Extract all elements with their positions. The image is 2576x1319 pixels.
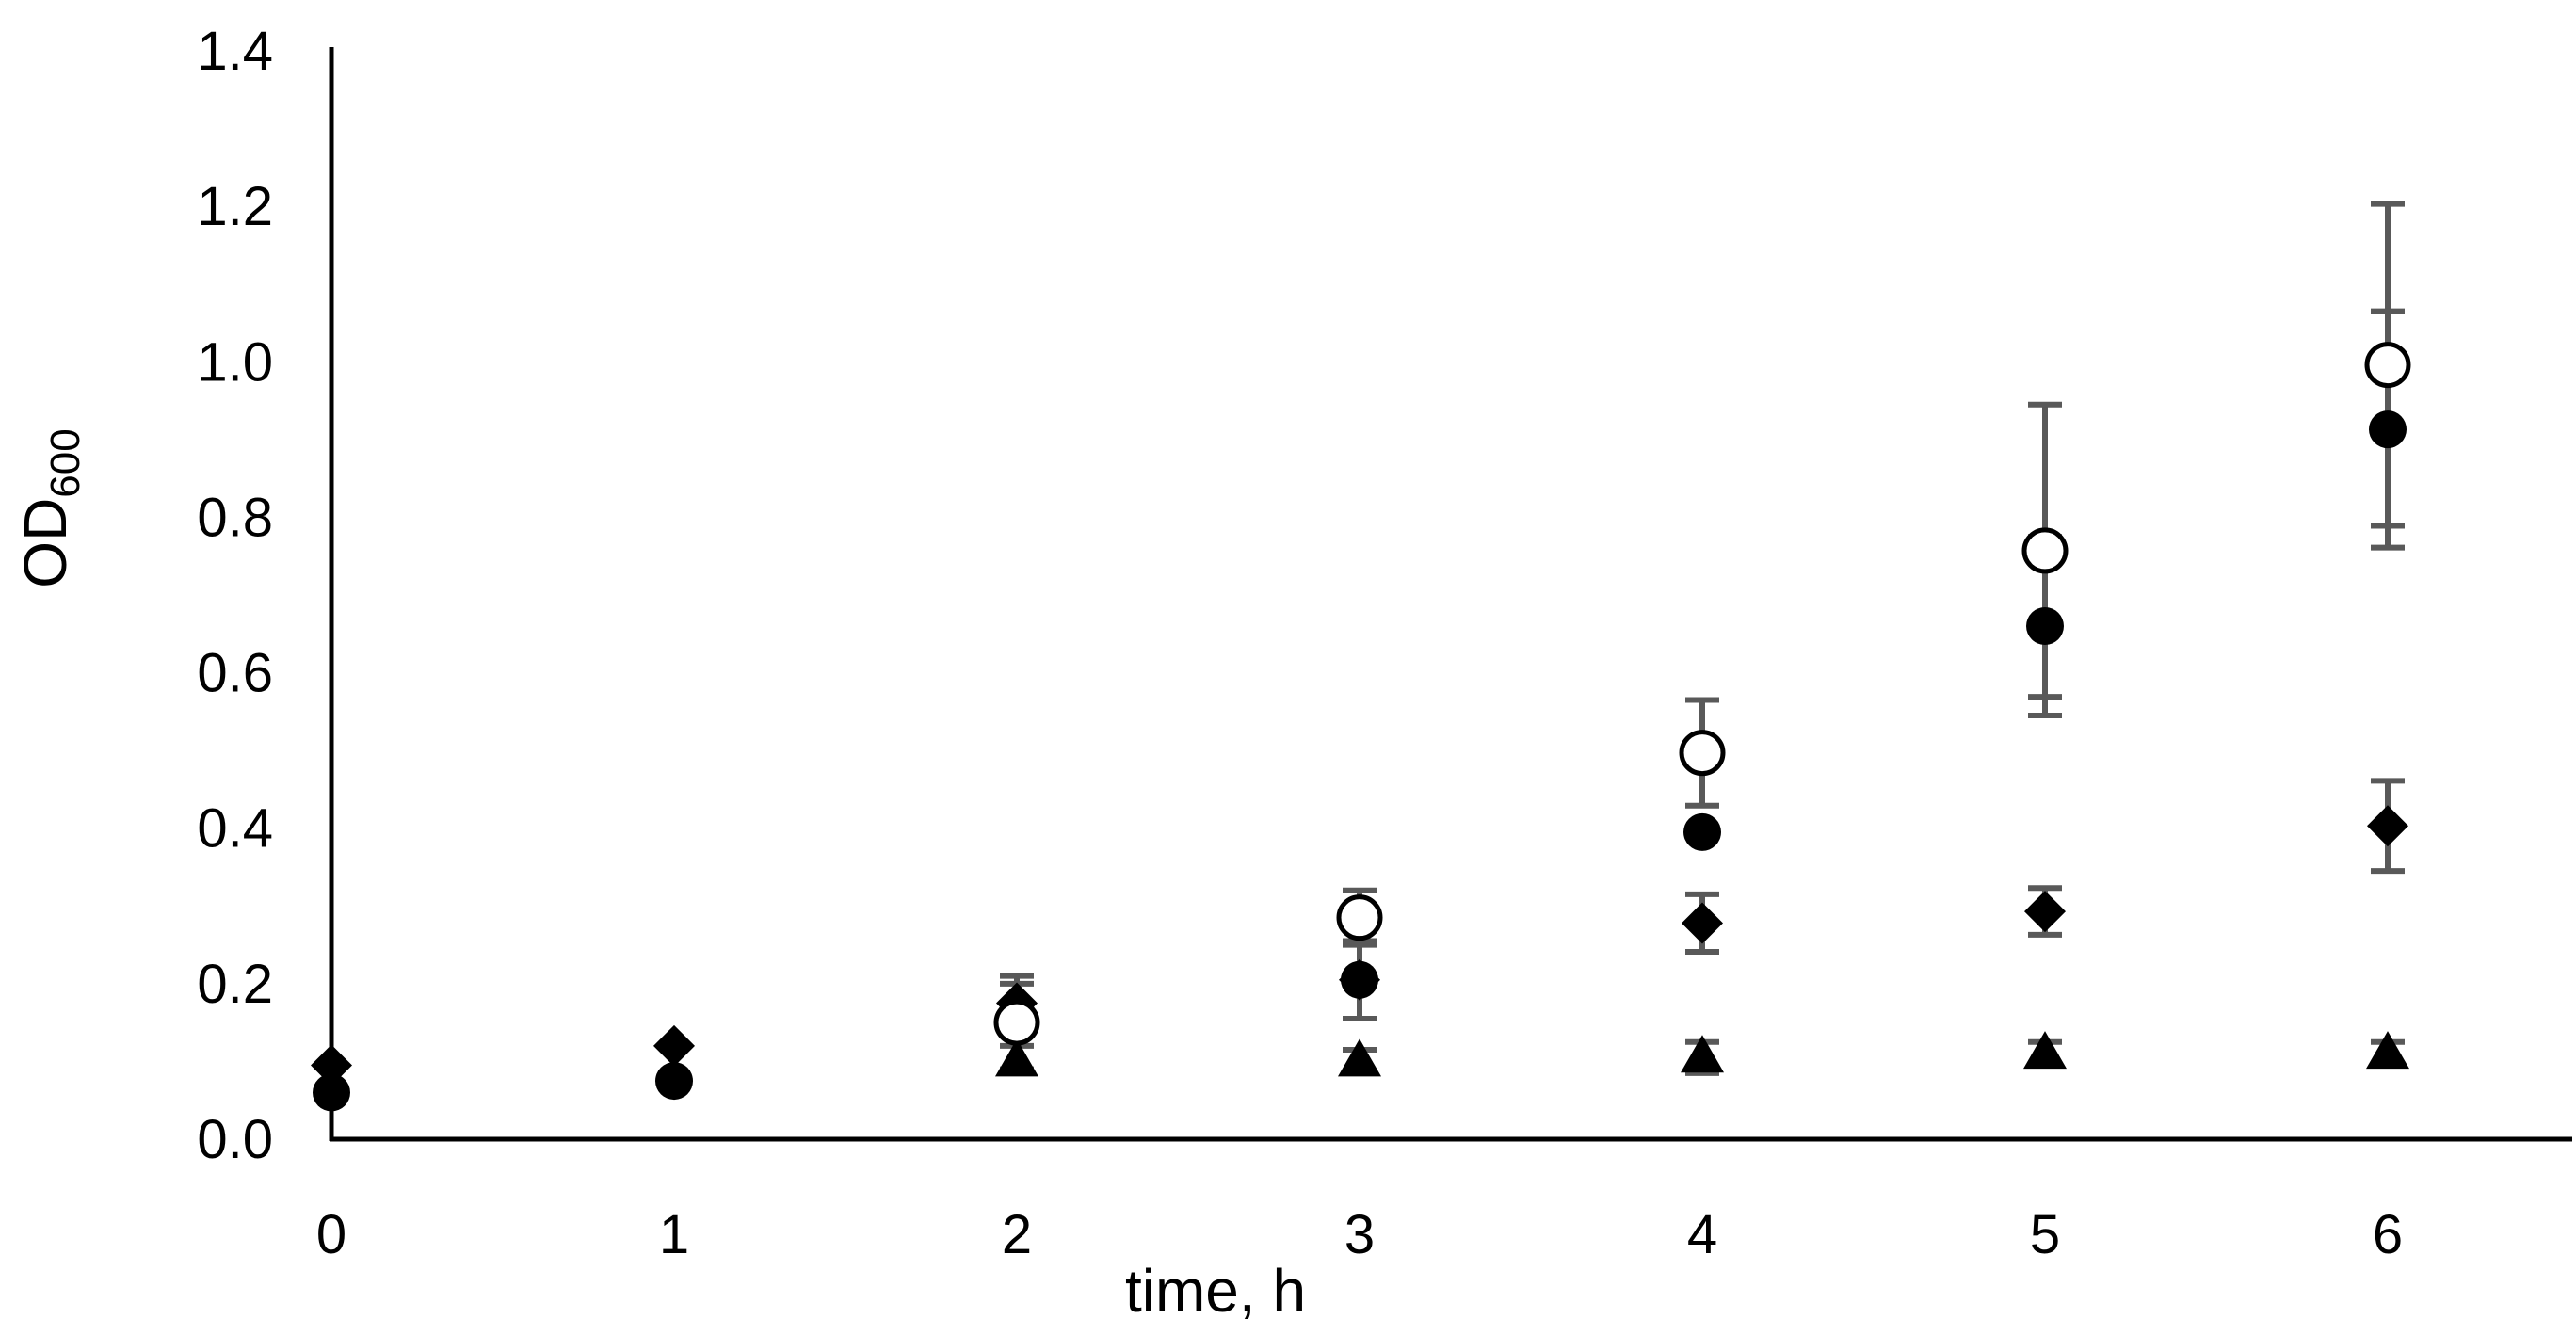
filled-circle-point xyxy=(1341,960,1378,999)
diamond-point xyxy=(1682,902,1723,944)
y-tick-label: 1.2 xyxy=(197,176,273,237)
open-circle-point xyxy=(2364,342,2411,389)
filled-circle-point xyxy=(2369,410,2407,449)
x-tick-label: 4 xyxy=(1687,1204,1717,1265)
x-tick-label: 3 xyxy=(1344,1204,1375,1265)
filled-circle-point xyxy=(655,1062,693,1101)
filled-circle-point xyxy=(313,1073,350,1112)
y-tick-label: 0.6 xyxy=(197,643,273,704)
x-tick-label: 2 xyxy=(1002,1204,1032,1265)
filled-circle-point xyxy=(2026,607,2064,646)
triangle-point xyxy=(2023,1031,2067,1070)
y-tick-label: 0.8 xyxy=(197,487,273,548)
y-axis-title: OD600 xyxy=(11,428,89,587)
y-tick-label: 0.2 xyxy=(197,954,273,1015)
triangle-point xyxy=(1681,1035,1724,1073)
y-tick-label: 1.4 xyxy=(197,21,273,82)
triangle-point xyxy=(1338,1038,1381,1077)
open-circle-point xyxy=(1336,894,1383,941)
x-axis-ticks: 0 1 2 3 4 5 6 xyxy=(316,1204,2403,1265)
triangle-point xyxy=(995,1038,1038,1077)
y-tick-label: 1.0 xyxy=(197,331,273,393)
x-tick-label: 6 xyxy=(2373,1204,2403,1265)
diamond-point xyxy=(2367,805,2408,847)
open-circle-point xyxy=(2021,527,2069,574)
data-markers xyxy=(311,342,2411,1112)
triangle-point xyxy=(2366,1031,2409,1070)
y-axis-title-subscript: 600 xyxy=(42,428,89,497)
diamond-point xyxy=(653,1024,695,1067)
open-circle-point xyxy=(993,999,1040,1046)
x-axis-title: time, h xyxy=(1125,1257,1306,1319)
x-tick-label: 1 xyxy=(659,1204,689,1265)
x-tick-label: 5 xyxy=(2030,1204,2060,1265)
x-tick-label: 0 xyxy=(316,1204,346,1265)
diamond-point xyxy=(311,1044,352,1086)
y-tick-label: 0.4 xyxy=(197,798,273,860)
diamond-point xyxy=(2024,891,2066,933)
y-axis-ticks: 0.0 0.2 0.4 0.6 0.8 1.0 1.2 1.4 xyxy=(197,21,273,1170)
open-circle-point xyxy=(1679,730,1726,777)
y-tick-label: 0.0 xyxy=(197,1109,273,1170)
y-axis-title-main: OD xyxy=(11,498,79,588)
filled-circle-point xyxy=(1683,812,1721,851)
